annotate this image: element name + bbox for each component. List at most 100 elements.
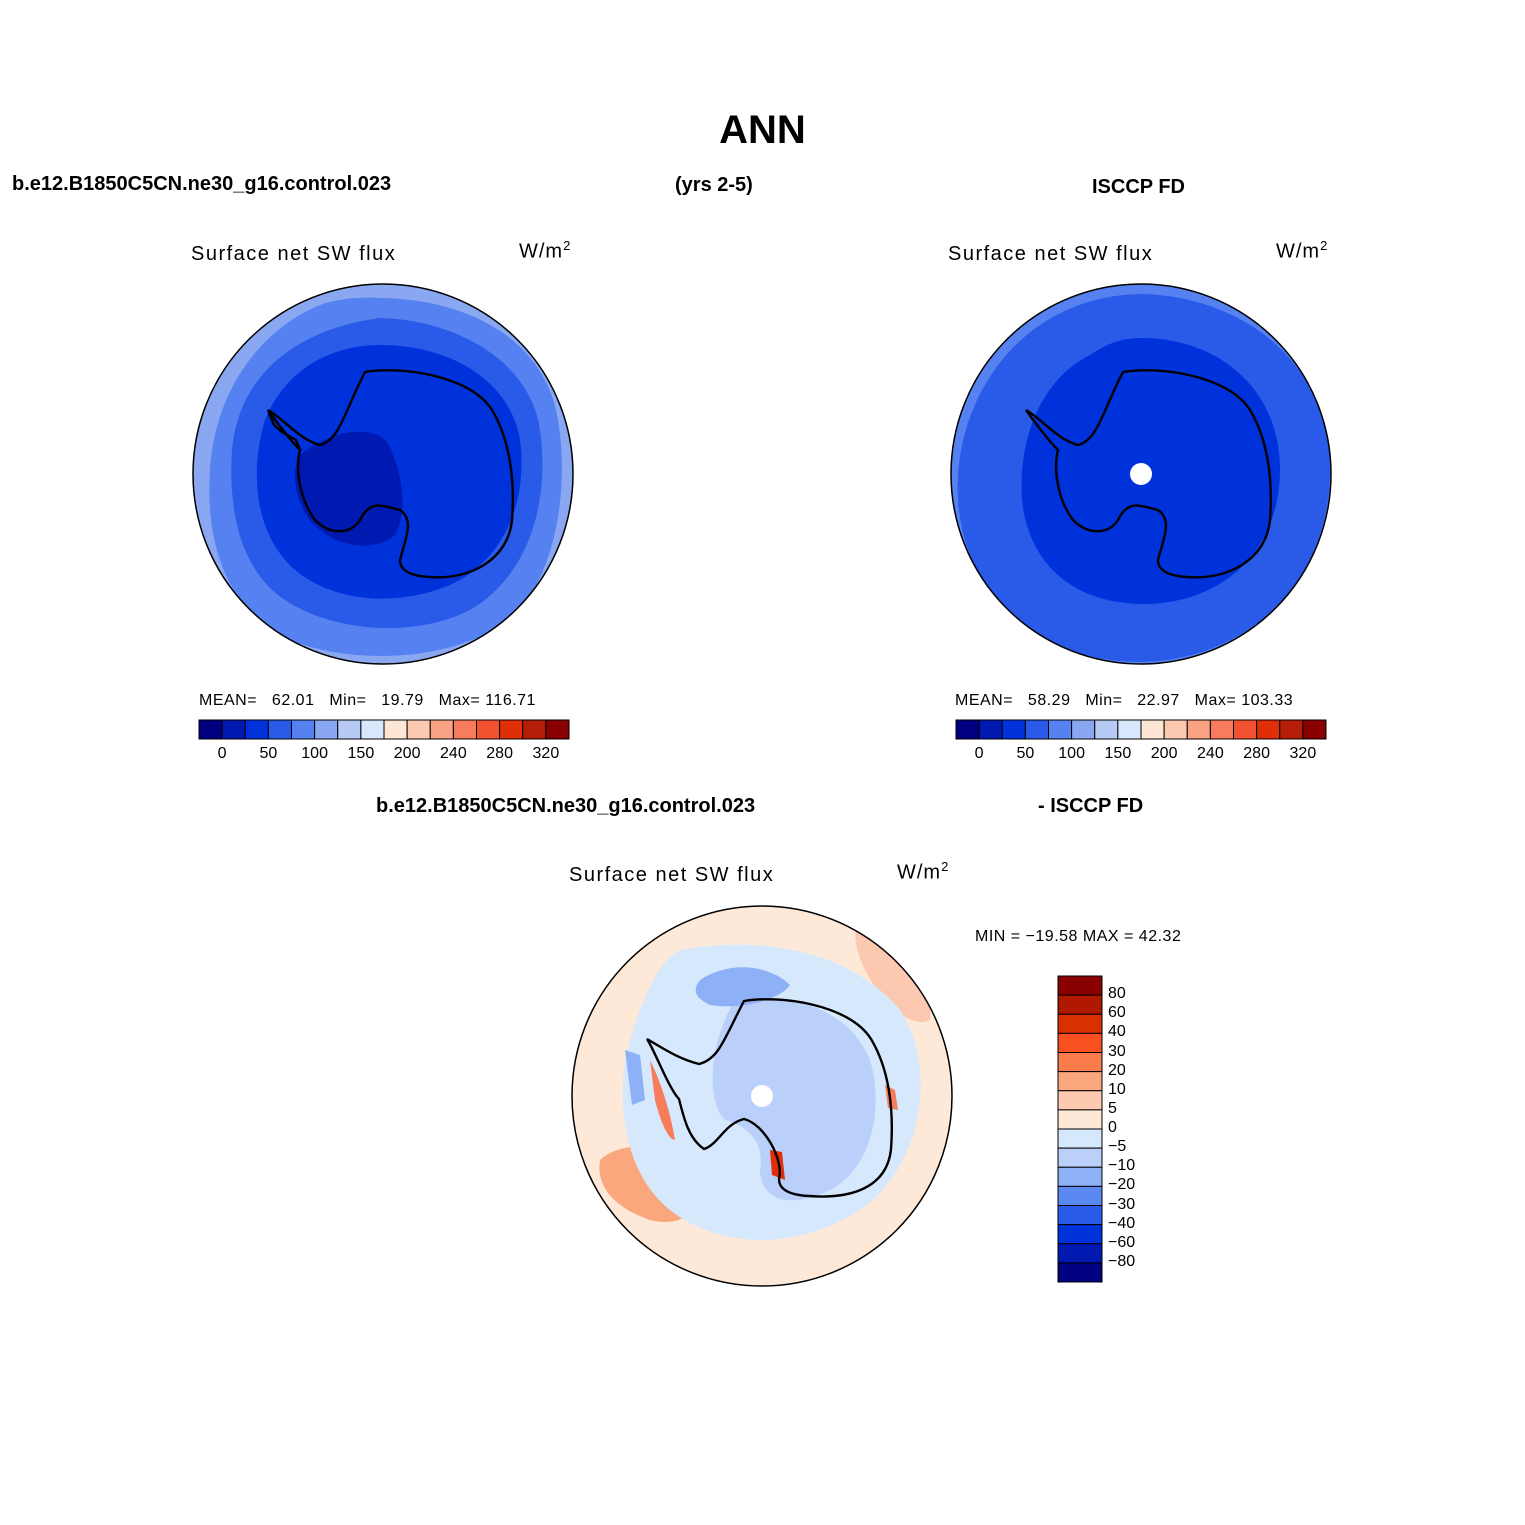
diff-colorbar-tick-label: 60 bbox=[1108, 1004, 1126, 1022]
obs-colorbar bbox=[955, 719, 1327, 740]
diff-colorbar-tick-label: −30 bbox=[1108, 1195, 1136, 1213]
obs-colorbar-swatch-0 bbox=[955, 719, 980, 740]
diff-colorbar-tick-label: −20 bbox=[1108, 1176, 1136, 1194]
model-colorbar-tick-label: 50 bbox=[259, 745, 278, 762]
diff-polar-map bbox=[572, 906, 952, 1286]
obs-name-right: ISCCP FD bbox=[1092, 176, 1185, 198]
obs-polar-map bbox=[951, 284, 1331, 664]
model-colorbar-swatch-5 bbox=[314, 719, 339, 740]
model-colorbar-tick-label: 0 bbox=[217, 745, 227, 762]
diff-colorbar-swatch-15 bbox=[1057, 1262, 1103, 1283]
obs-colorbar-swatch-13 bbox=[1256, 719, 1281, 740]
diff-colorbar-tick-label: 20 bbox=[1108, 1061, 1126, 1079]
diff-colorbar-swatch-13 bbox=[1057, 1224, 1103, 1245]
model-colorbar-tick-label: 100 bbox=[301, 745, 328, 762]
obs-colorbar-swatch-6 bbox=[1094, 719, 1119, 740]
model-colorbar-tick-label: 280 bbox=[486, 745, 513, 762]
diff-colorbar-tick-label: −60 bbox=[1108, 1233, 1136, 1251]
model-panel-title: Surface net SW flux bbox=[191, 243, 397, 265]
diff-colorbar-tick-label: 40 bbox=[1108, 1023, 1126, 1041]
obs-colorbar-swatch-3 bbox=[1024, 719, 1049, 740]
model-colorbar-swatch-14 bbox=[522, 719, 547, 740]
obs-colorbar-tick-label: 200 bbox=[1150, 745, 1178, 762]
model-colorbar-swatch-9 bbox=[406, 719, 431, 740]
model-stats: MEAN= 62.01 Min= 19.79 Max= 116.71 bbox=[199, 692, 536, 709]
obs-panel-title: Surface net SW flux bbox=[948, 243, 1154, 265]
model-colorbar-swatch-15 bbox=[545, 719, 570, 740]
model-panel-units: W/m2 bbox=[519, 238, 572, 263]
model-colorbar-swatch-4 bbox=[291, 719, 316, 740]
diff-colorbar-swatch-4 bbox=[1057, 1052, 1103, 1073]
diff-colorbar-tick-label: 80 bbox=[1108, 985, 1126, 1003]
diff-colorbar-tick-label: −10 bbox=[1108, 1157, 1136, 1175]
obs-colorbar-swatch-2 bbox=[1001, 719, 1026, 740]
model-colorbar-swatch-10 bbox=[429, 719, 454, 740]
years-label: (yrs 2-5) bbox=[675, 174, 753, 196]
diff-minmax: MIN = −19.58 MAX = 42.32 bbox=[975, 928, 1182, 945]
diff-colorbar-swatch-7 bbox=[1057, 1109, 1103, 1130]
diff-colorbar-tick-label: 10 bbox=[1108, 1080, 1126, 1098]
diff-colorbar-tick-label: −5 bbox=[1108, 1138, 1127, 1156]
diff-panel-title: Surface net SW flux bbox=[569, 864, 775, 886]
diff-colorbar-swatch-14 bbox=[1057, 1243, 1103, 1264]
obs-colorbar-tick-label: 280 bbox=[1243, 745, 1270, 762]
model-colorbar-swatch-7 bbox=[360, 719, 385, 740]
obs-colorbar-swatch-5 bbox=[1071, 719, 1096, 740]
diff-colorbar-swatch-0 bbox=[1057, 975, 1103, 996]
model-colorbar-tick-label: 150 bbox=[347, 745, 375, 762]
diff-colorbar-swatch-11 bbox=[1057, 1185, 1103, 1206]
model-colorbar-swatch-8 bbox=[383, 719, 408, 740]
case-name-left: b.e12.B1850C5CN.ne30_g16.control.023 bbox=[12, 173, 392, 195]
obs-colorbar-tick-label: 0 bbox=[974, 745, 984, 762]
diff-colorbar-swatch-9 bbox=[1057, 1147, 1103, 1168]
obs-colorbar-swatch-10 bbox=[1186, 719, 1211, 740]
obs-stats: MEAN= 58.29 Min= 22.97 Max= 103.33 bbox=[955, 692, 1294, 709]
obs-colorbar-swatch-7 bbox=[1117, 719, 1142, 740]
diff-colorbar-swatch-1 bbox=[1057, 994, 1103, 1015]
diff-colorbar-tick-label: −40 bbox=[1108, 1214, 1136, 1232]
obs-colorbar-tick-label: 320 bbox=[1289, 745, 1317, 762]
diff-colorbar-tick-label: −80 bbox=[1108, 1252, 1136, 1270]
obs-colorbar-swatch-9 bbox=[1163, 719, 1188, 740]
obs-colorbar-swatch-1 bbox=[978, 719, 1003, 740]
main-title: ANN bbox=[719, 108, 806, 152]
model-colorbar-swatch-0 bbox=[198, 719, 223, 740]
obs-colorbar-tick-label: 240 bbox=[1197, 745, 1224, 762]
diff-colorbar-tick-label: 30 bbox=[1108, 1042, 1126, 1060]
diff-case-name: b.e12.B1850C5CN.ne30_g16.control.023 bbox=[376, 795, 756, 817]
obs-colorbar-swatch-12 bbox=[1233, 719, 1258, 740]
model-colorbar-swatch-6 bbox=[337, 719, 362, 740]
diff-colorbar-swatch-2 bbox=[1057, 1013, 1103, 1034]
obs-colorbar-swatch-14 bbox=[1279, 719, 1304, 740]
model-colorbar-tick-label: 320 bbox=[532, 745, 560, 762]
obs-colorbar-tick-label: 150 bbox=[1104, 745, 1132, 762]
model-polar-map bbox=[193, 284, 573, 664]
diff-colorbar-swatch-3 bbox=[1057, 1032, 1103, 1053]
model-colorbar bbox=[198, 719, 570, 740]
model-colorbar-swatch-1 bbox=[221, 719, 246, 740]
obs-colorbar-swatch-11 bbox=[1209, 719, 1234, 740]
model-colorbar-swatch-13 bbox=[499, 719, 524, 740]
obs-panel-units: W/m2 bbox=[1276, 238, 1329, 263]
obs-colorbar-swatch-8 bbox=[1140, 719, 1165, 740]
diff-panel-units: W/m2 bbox=[897, 859, 950, 884]
model-colorbar-swatch-11 bbox=[452, 719, 477, 740]
obs-colorbar-tick-label: 100 bbox=[1058, 745, 1085, 762]
obs-colorbar-tick-label: 50 bbox=[1016, 745, 1035, 762]
diff-colorbar-swatch-10 bbox=[1057, 1166, 1103, 1187]
model-colorbar-swatch-3 bbox=[267, 719, 292, 740]
model-colorbar-swatch-12 bbox=[476, 719, 501, 740]
obs-colorbar-swatch-4 bbox=[1048, 719, 1073, 740]
diff-obs-name: - ISCCP FD bbox=[1038, 795, 1144, 817]
diff-colorbar-swatch-12 bbox=[1057, 1205, 1103, 1226]
diff-colorbar-swatch-6 bbox=[1057, 1090, 1103, 1111]
obs-colorbar-swatch-15 bbox=[1302, 719, 1327, 740]
model-colorbar-swatch-2 bbox=[244, 719, 269, 740]
diff-colorbar-tick-label: 0 bbox=[1108, 1119, 1117, 1136]
diff-colorbar bbox=[1057, 975, 1103, 1283]
diff-colorbar-swatch-5 bbox=[1057, 1071, 1103, 1092]
model-colorbar-tick-label: 240 bbox=[440, 745, 467, 762]
diff-colorbar-tick-label: 5 bbox=[1108, 1099, 1117, 1117]
model-colorbar-tick-label: 200 bbox=[393, 745, 421, 762]
